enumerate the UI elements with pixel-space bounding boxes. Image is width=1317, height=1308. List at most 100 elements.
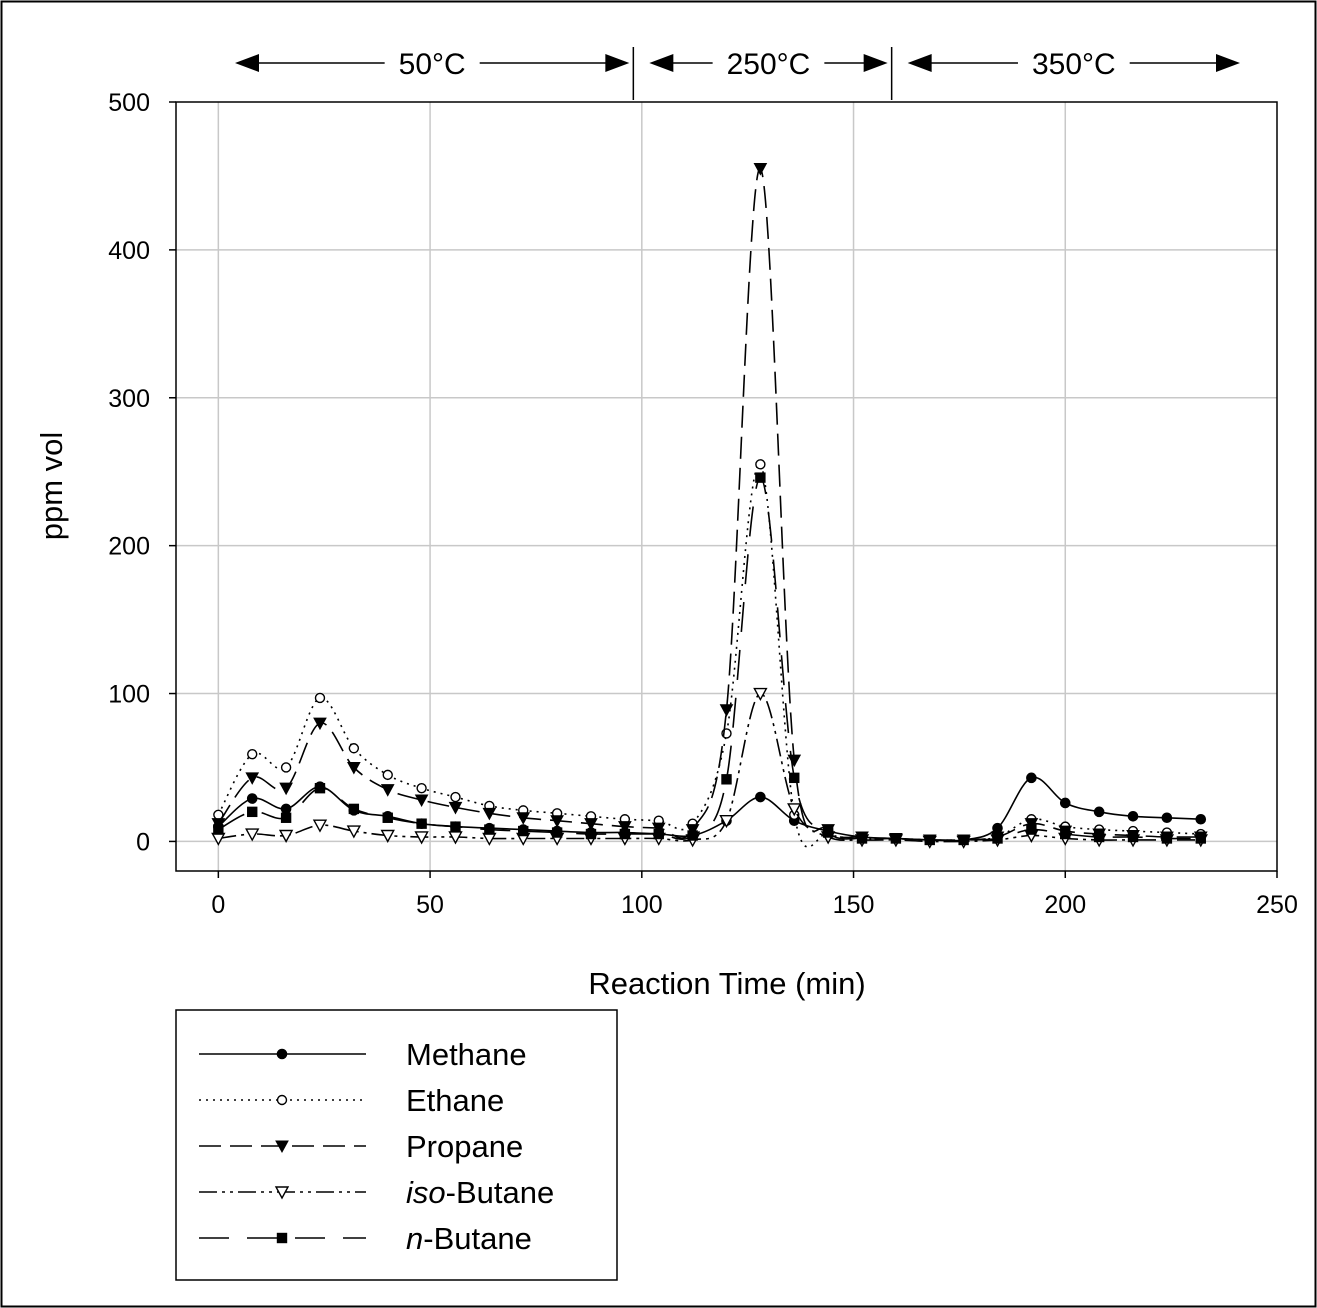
- data-point-ethane: [382, 769, 393, 781]
- x-tick-label: 200: [1044, 891, 1086, 919]
- legend-label: Methane: [406, 1037, 527, 1072]
- data-point-propane: [651, 822, 666, 836]
- data-point-n-butane: [822, 827, 834, 838]
- temperature-annotations: 50°C 250°C 350°C: [235, 47, 1240, 100]
- data-point-n-butane: [958, 834, 969, 846]
- data-point-n-butane: [1026, 824, 1037, 835]
- data-point-propane: [685, 824, 700, 837]
- data-point-n-butane: [585, 828, 597, 840]
- data-point-n-butane: [1093, 831, 1105, 843]
- series-n-butane: [213, 472, 1206, 846]
- data-point-n-butane: [992, 833, 1003, 844]
- data-point-propane: [211, 818, 226, 831]
- arrow-head: [863, 54, 888, 72]
- y-tick-label: 400: [108, 237, 150, 265]
- plot-area: 0 100 200 300 400 500 0 50 100 150 200 250: [108, 89, 1298, 919]
- data-point-iso-butane: [346, 825, 362, 839]
- data-point-iso-butane: [753, 687, 768, 702]
- y-tick-label: 300: [108, 385, 150, 413]
- x-tick-label: 50: [416, 891, 444, 919]
- data-point-n-butane: [890, 833, 902, 844]
- y-tick-label: 0: [136, 828, 150, 856]
- data-point-n-butane: [653, 828, 664, 840]
- legend-label: n-Butane: [406, 1221, 532, 1256]
- data-point-propane: [313, 717, 327, 731]
- data-point-ethane: [247, 748, 258, 760]
- data-point-n-butane: [1060, 828, 1071, 840]
- arrow-head: [907, 54, 932, 72]
- data-point-n-butane: [416, 818, 427, 829]
- data-point-methane: [280, 803, 292, 815]
- data-point-n-butane: [1161, 833, 1173, 844]
- x-axis: 0 50 100 150 200 250: [211, 871, 1298, 919]
- legend-item-ethane: Ethane: [199, 1083, 504, 1118]
- data-point-n-butane: [280, 812, 292, 823]
- data-point-iso-butane: [312, 819, 328, 833]
- data-point-iso-butane: [414, 831, 429, 845]
- data-point-methane: [1161, 812, 1173, 824]
- y-axis: 0 100 200 300 400 500: [108, 89, 176, 856]
- data-point-propane: [380, 784, 395, 797]
- data-point-methane: [1093, 806, 1105, 818]
- series-line-n-butane: [217, 476, 1201, 841]
- data-point-ethane: [755, 459, 766, 470]
- data-point-ethane: [280, 762, 292, 773]
- data-point-iso-butane: [380, 829, 395, 843]
- data-point-iso-butane: [448, 831, 463, 845]
- data-point-methane: [755, 791, 766, 803]
- region-annotation: 250°C: [649, 48, 888, 81]
- plot-frame: [175, 101, 1278, 872]
- data-point-propane: [279, 782, 293, 796]
- arrow-head: [1216, 54, 1240, 72]
- legend-item-methane: Methane: [199, 1037, 527, 1072]
- data-point-iso-butane: [719, 815, 734, 829]
- data-point-n-butane: [1127, 831, 1139, 843]
- data-point-methane: [1195, 813, 1207, 825]
- data-point-n-butane: [314, 782, 326, 794]
- data-point-ethane: [416, 782, 427, 794]
- data-point-ethane: [314, 692, 326, 704]
- data-point-n-butane: [789, 772, 800, 784]
- data-point-n-butane: [450, 821, 461, 832]
- legend-item-propane: Propane: [199, 1129, 523, 1164]
- data-point-methane: [1059, 797, 1071, 809]
- series-line-ethane: [217, 463, 1201, 848]
- data-point-n-butane: [856, 833, 868, 844]
- data-point-methane: [1026, 772, 1037, 784]
- series-line-propane: [217, 167, 1201, 841]
- legend-item-iso-butane: iso-Butane: [199, 1175, 554, 1210]
- x-tick-label: 250: [1256, 891, 1298, 919]
- data-point-ethane: [348, 743, 360, 754]
- data-point-n-butane: [247, 806, 258, 818]
- legend-marker: [276, 1048, 288, 1060]
- data-point-n-butane: [484, 824, 495, 835]
- y-tick-label: 500: [108, 89, 150, 117]
- legend-label: iso-Butane: [406, 1175, 554, 1210]
- data-point-methane: [992, 822, 1003, 834]
- legend-marker: [274, 1186, 290, 1200]
- legend-marker: [275, 1140, 289, 1154]
- data-point-n-butane: [518, 825, 529, 837]
- x-tick-label: 150: [833, 891, 875, 919]
- region-label: 250°C: [727, 48, 811, 81]
- data-point-propane: [1024, 818, 1039, 831]
- data-point-propane: [618, 821, 632, 834]
- data-point-propane: [584, 818, 598, 831]
- data-point-n-butane: [924, 834, 935, 846]
- data-point-n-butane: [721, 774, 732, 785]
- data-point-propane: [245, 772, 260, 785]
- data-point-n-butane: [348, 803, 360, 815]
- legend-item-n-butane: n-Butane: [199, 1221, 532, 1256]
- legend-box: [175, 1009, 618, 1281]
- legend-marker: [276, 1094, 288, 1106]
- data-point-n-butane: [755, 472, 766, 483]
- data-point-ethane: [450, 791, 461, 803]
- series-layer: [211, 163, 1208, 849]
- data-point-propane: [516, 812, 531, 825]
- legend-marker: [276, 1232, 288, 1244]
- x-axis-title: Reaction Time (min): [588, 966, 865, 1001]
- data-point-n-butane: [213, 824, 224, 835]
- data-point-n-butane: [619, 828, 631, 840]
- data-point-iso-butane: [787, 803, 802, 817]
